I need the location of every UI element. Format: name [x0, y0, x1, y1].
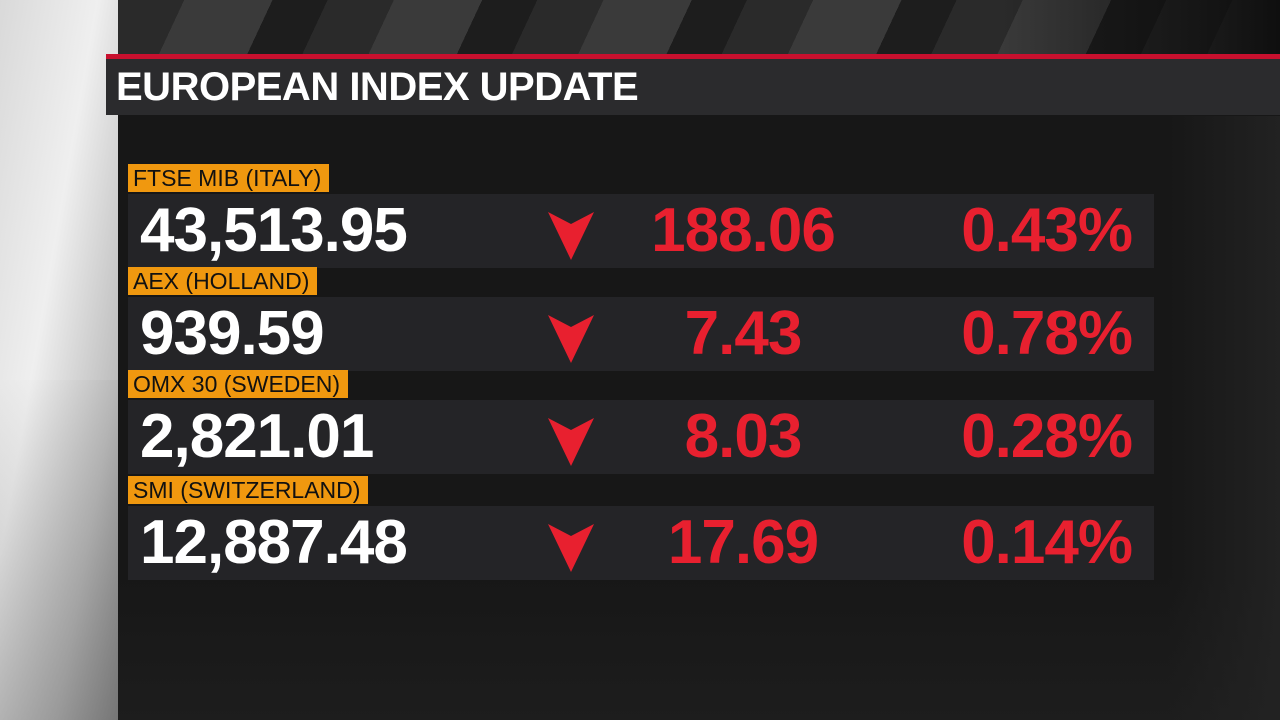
- index-value: 2,821.01: [140, 402, 374, 471]
- index-name-label: AEX (HOLLAND): [128, 267, 318, 295]
- index-change: 7.43: [684, 299, 803, 368]
- index-data-bar: 939.59 7.43 0.78%: [128, 297, 1154, 371]
- index-data-bar: 12,887.48 17.69 0.14%: [128, 506, 1154, 580]
- index-change: 17.69: [667, 508, 819, 577]
- index-percent-change: 0.28%: [961, 402, 1133, 471]
- title-bar: EUROPEAN INDEX UPDATE: [106, 59, 1280, 115]
- index-name-label: OMX 30 (SWEDEN): [128, 370, 349, 398]
- down-arrow-icon: [548, 418, 594, 466]
- index-change: 188.06: [651, 196, 836, 265]
- down-arrow-icon: [548, 212, 594, 260]
- index-percent-change: 0.14%: [961, 508, 1133, 577]
- index-change: 8.03: [684, 402, 803, 471]
- index-value: 939.59: [140, 299, 325, 368]
- down-arrow-icon: [548, 315, 594, 363]
- graphic-title: EUROPEAN INDEX UPDATE: [116, 65, 639, 109]
- index-value: 12,887.48: [140, 508, 408, 577]
- down-arrow-icon: [548, 524, 594, 572]
- index-percent-change: 0.78%: [961, 299, 1133, 368]
- index-name-label: FTSE MIB (ITALY): [128, 164, 330, 192]
- index-value: 43,513.95: [140, 196, 408, 265]
- studio-background-left: [0, 0, 118, 720]
- studio-background-top: [118, 0, 1280, 56]
- index-data-bar: 43,513.95 188.06 0.43%: [128, 194, 1154, 268]
- index-percent-change: 0.43%: [961, 196, 1133, 265]
- index-data-bar: 2,821.01 8.03 0.28%: [128, 400, 1154, 474]
- accent-line: [106, 54, 1280, 59]
- index-name-label: SMI (SWITZERLAND): [128, 476, 369, 504]
